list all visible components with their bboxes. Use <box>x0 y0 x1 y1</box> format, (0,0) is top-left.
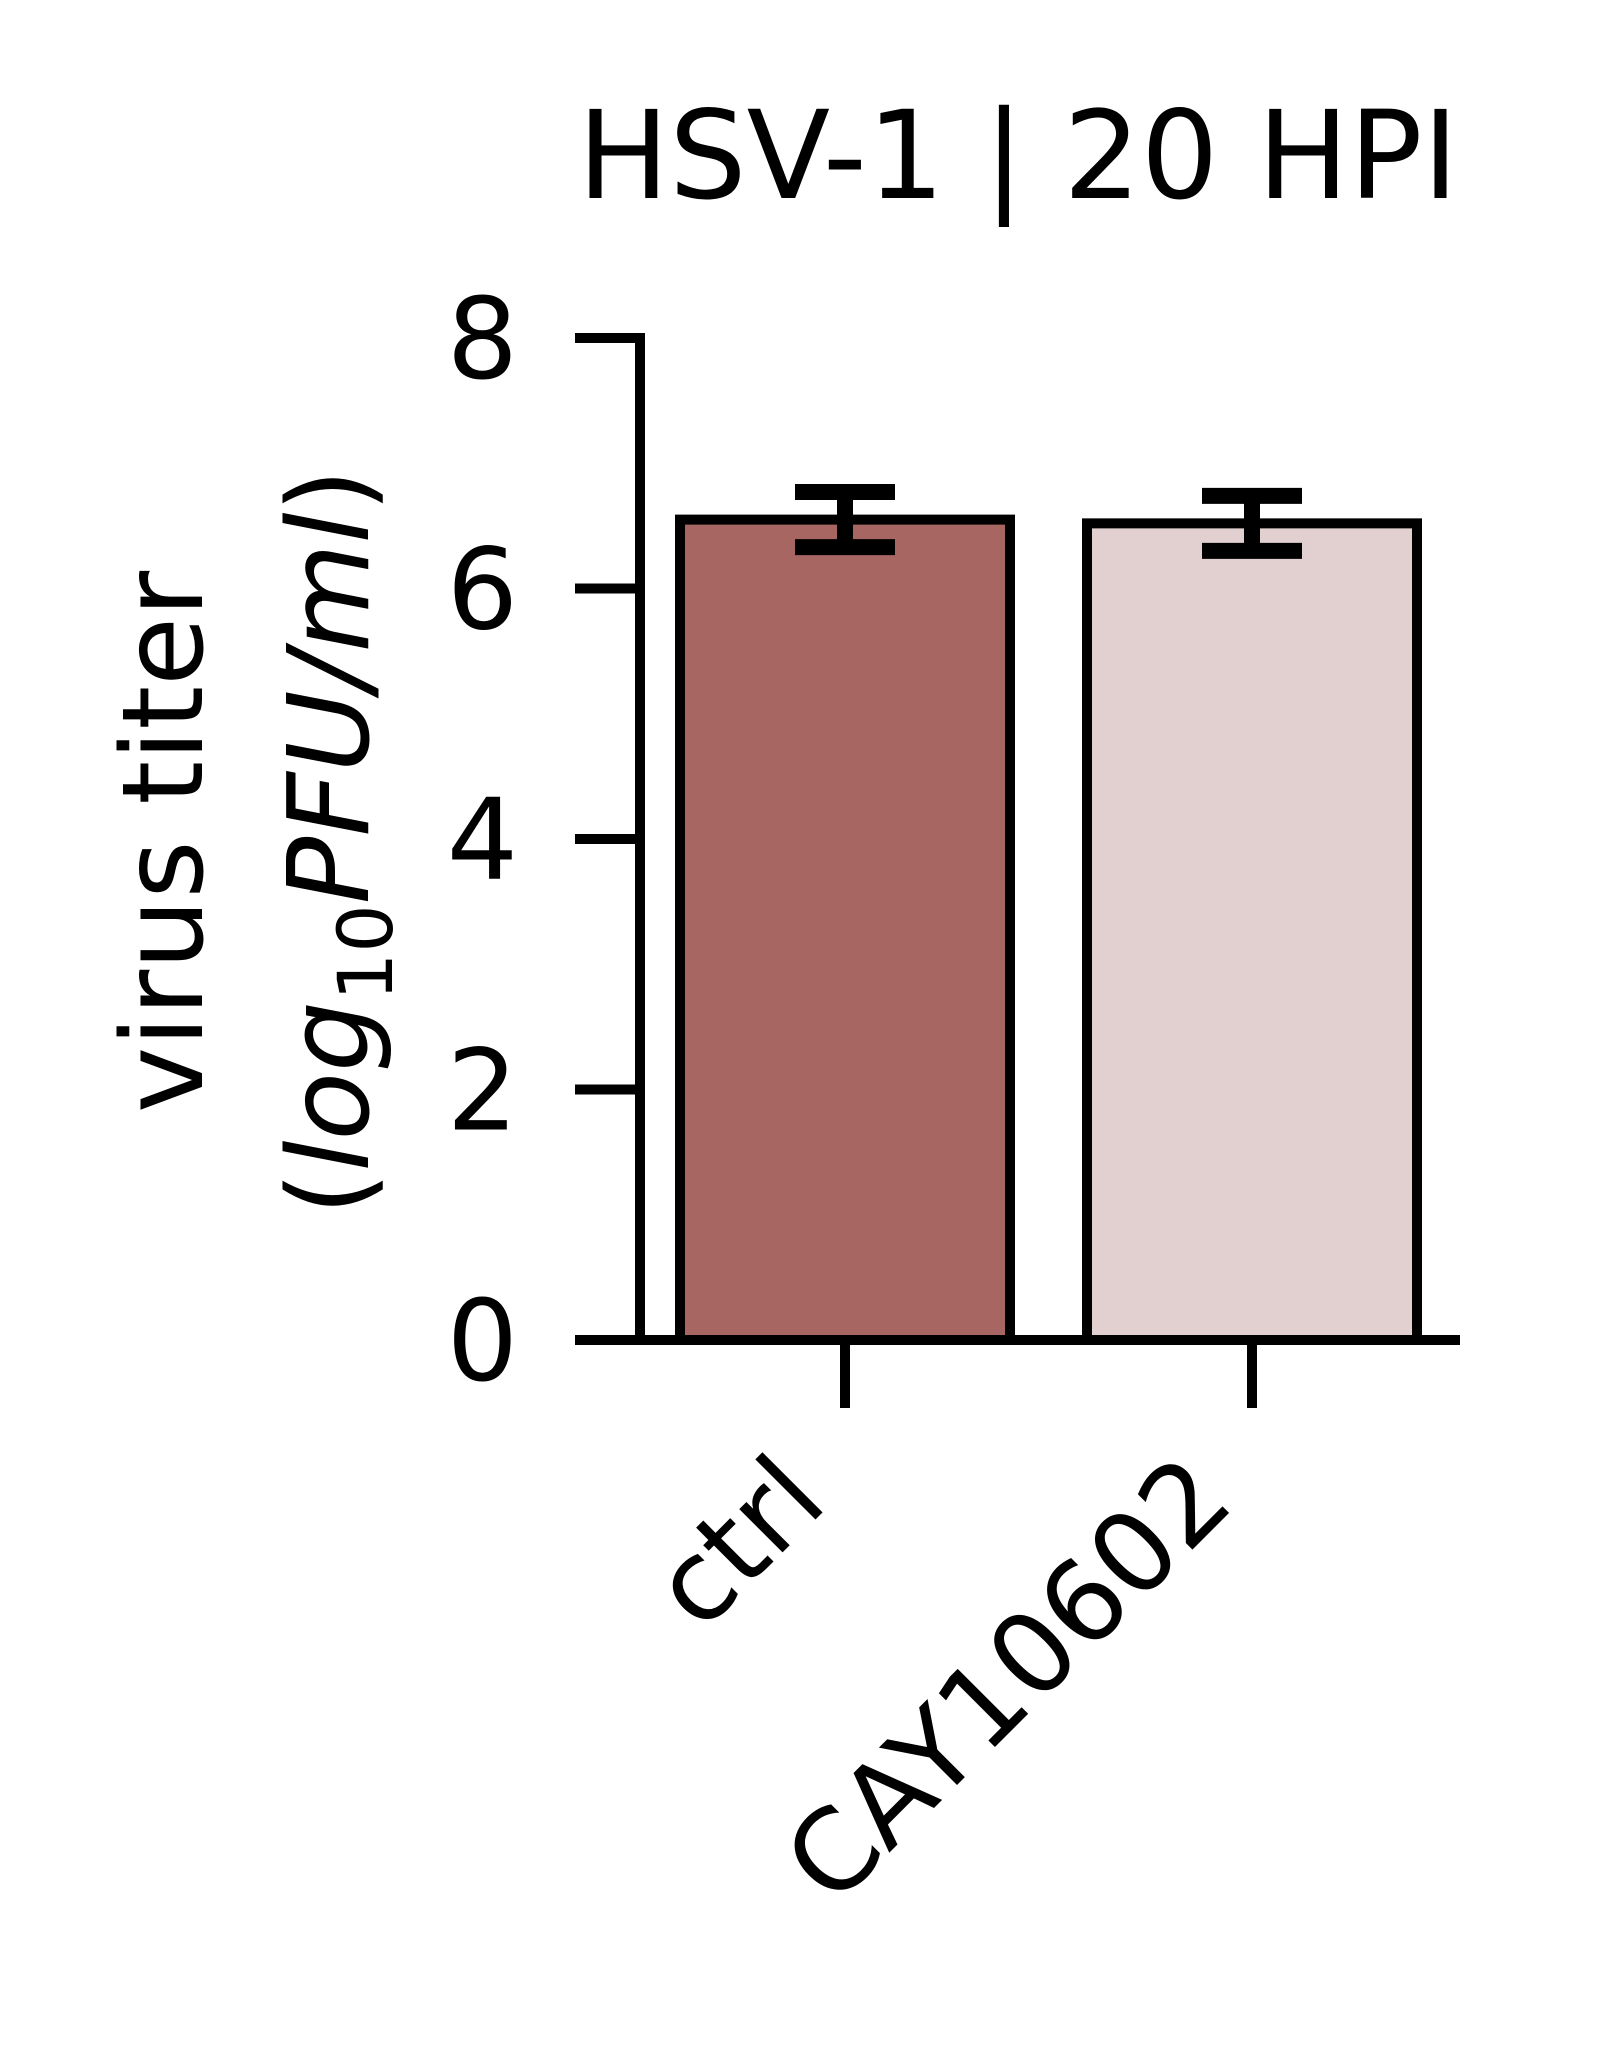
y-axis-label: virus titer (log10PFU/ml) <box>99 469 410 1216</box>
y-ticks-layer: 0 2 4 6 8 <box>447 275 640 1407</box>
y-tick-label-8: 8 <box>447 275 518 405</box>
y-axis-label-close-paren: ) <box>265 469 395 513</box>
x-tick-label-ctrl: ctrl <box>628 1432 849 1653</box>
error-bars-layer <box>795 484 1302 559</box>
bar-ctrl <box>675 514 1015 1345</box>
y-axis-label-subscript: 10 <box>321 904 410 1001</box>
y-tick-label-6: 6 <box>447 526 518 656</box>
y-axis-label-line1: virus titer <box>99 570 229 1113</box>
bars-layer <box>675 514 1422 1345</box>
x-tick-label-cay10602: CAY10602 <box>761 1432 1257 1928</box>
bar-cay10602 <box>1082 518 1422 1345</box>
y-axis-label-log: log <box>265 1001 395 1172</box>
y-tick-label-4: 4 <box>447 776 518 906</box>
y-axis-label-unit: PFU/ml <box>265 512 395 904</box>
y-tick-label-2: 2 <box>447 1027 518 1157</box>
y-axis-label-open-paren: ( <box>265 1172 395 1216</box>
y-axis-label-line2: (log10PFU/ml) <box>265 469 410 1216</box>
y-tick-label-0: 0 <box>447 1277 518 1407</box>
chart-title: HSV-1 | 20 HPI <box>577 85 1458 227</box>
